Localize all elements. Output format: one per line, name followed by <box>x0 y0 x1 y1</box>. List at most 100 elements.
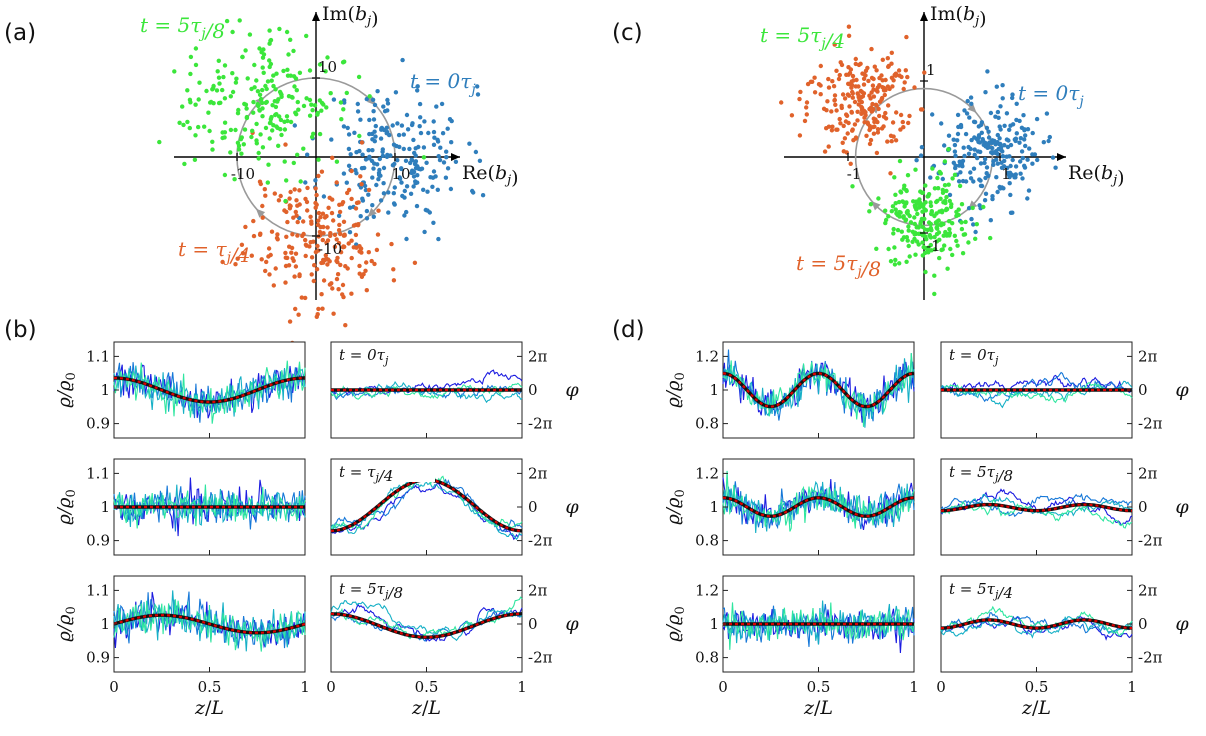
data-point <box>317 62 323 67</box>
data-point <box>886 246 891 252</box>
data-point <box>266 162 271 167</box>
data-point <box>971 119 977 125</box>
data-point <box>397 176 403 181</box>
data-point <box>316 173 321 179</box>
data-point <box>172 69 177 74</box>
data-point <box>230 71 235 76</box>
data-point <box>862 120 867 125</box>
data-point <box>896 68 902 73</box>
data-point <box>393 90 399 95</box>
data-point <box>833 102 838 108</box>
rho-subplot-row-2: 1.2 1 0.8 ϱ/ϱ0 <box>663 458 915 556</box>
data-point <box>829 128 835 133</box>
data-point <box>897 261 902 266</box>
data-point <box>997 136 1002 141</box>
data-point <box>386 210 391 215</box>
phi-subplot-row-2: 2π 0 -2π φ t = 5τj/8 <box>940 458 1189 556</box>
data-point <box>289 250 294 255</box>
data-point <box>902 80 907 85</box>
data-point <box>286 52 291 57</box>
data-point <box>893 207 898 212</box>
x-axis-label: z/L <box>803 697 833 719</box>
data-point <box>415 173 420 178</box>
data-point <box>340 282 346 288</box>
data-point <box>303 180 308 185</box>
data-point <box>340 200 346 205</box>
data-point <box>849 110 854 115</box>
data-point <box>235 256 240 261</box>
data-point <box>267 28 272 33</box>
data-point <box>351 223 357 228</box>
data-point <box>324 105 329 110</box>
data-point <box>844 72 849 78</box>
data-point <box>342 100 347 105</box>
x-axis-arrow <box>1057 153 1066 161</box>
data-point <box>421 145 427 150</box>
data-point <box>980 137 985 142</box>
data-point <box>876 106 881 112</box>
data-point <box>982 156 988 162</box>
data-point <box>846 120 851 126</box>
data-point <box>303 253 308 259</box>
data-point <box>957 159 962 164</box>
data-point <box>1004 111 1010 116</box>
y-tick-label: 0 <box>528 498 538 516</box>
data-point <box>1007 170 1013 175</box>
y-tick-label: 0.8 <box>695 532 719 550</box>
data-point <box>868 96 873 101</box>
data-point <box>940 247 945 252</box>
data-point <box>267 136 272 141</box>
series-blue-points <box>914 69 1058 235</box>
data-point <box>852 99 858 105</box>
data-point <box>415 88 420 93</box>
data-point <box>413 153 418 158</box>
data-point <box>242 127 248 132</box>
data-point <box>276 143 281 148</box>
data-point <box>309 134 315 140</box>
data-point <box>903 68 908 73</box>
circle-arrow-3 <box>367 207 377 218</box>
data-point <box>922 207 927 212</box>
data-point <box>404 112 410 118</box>
data-point <box>991 162 996 167</box>
data-point <box>1020 155 1025 161</box>
data-point <box>912 85 917 90</box>
data-point <box>331 218 336 223</box>
data-point <box>998 104 1003 109</box>
data-point <box>389 241 394 247</box>
data-point <box>905 238 910 243</box>
data-point <box>1008 163 1013 169</box>
data-point <box>804 105 809 110</box>
data-point <box>304 96 309 101</box>
data-point <box>970 205 975 211</box>
data-point <box>984 165 990 170</box>
y-tick-label: 1.2 <box>695 581 719 599</box>
data-point <box>424 160 429 165</box>
data-point <box>370 137 375 142</box>
data-point <box>391 191 396 196</box>
data-point <box>355 101 360 107</box>
data-point <box>418 115 423 120</box>
data-point <box>834 108 839 113</box>
y-tick-label: -2π <box>1138 532 1163 550</box>
data-point <box>329 137 334 142</box>
data-point <box>929 211 934 217</box>
data-point <box>338 100 344 105</box>
data-point <box>264 86 269 92</box>
row-label: t = 5τj/8 <box>949 463 1013 485</box>
data-point <box>260 55 266 60</box>
data-point <box>1010 210 1015 215</box>
data-point <box>870 83 876 88</box>
y-axis-label-right: φ <box>1175 379 1189 401</box>
data-point <box>366 192 371 197</box>
data-point <box>181 122 186 128</box>
data-point <box>983 144 988 149</box>
data-point <box>955 138 960 143</box>
data-point <box>257 232 263 237</box>
data-point <box>445 166 451 171</box>
data-point <box>415 84 420 89</box>
data-point <box>953 153 958 158</box>
data-point <box>972 152 977 157</box>
data-point <box>890 204 896 209</box>
data-point <box>413 180 418 186</box>
